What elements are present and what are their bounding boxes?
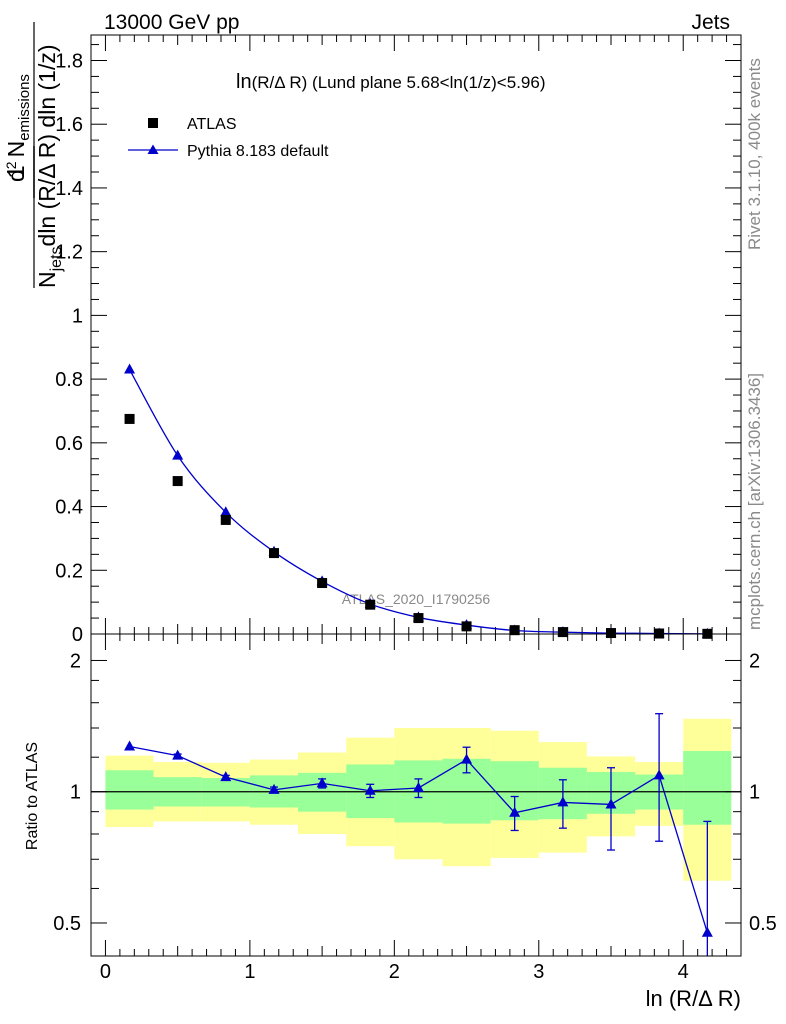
ratio-point xyxy=(268,783,280,794)
ratio-y-tick-label: 2 xyxy=(70,650,81,672)
ratio-point xyxy=(557,796,569,807)
ylabel-emissions: emissions xyxy=(16,74,33,141)
ylabel-one: 1 xyxy=(3,165,30,178)
ratio-point xyxy=(364,784,376,795)
ylabel-denominator: Njetsdln (R/Δ R) dln (1/z) xyxy=(34,45,65,289)
ratio-x-axis: 0 1 2 3 4 xyxy=(100,634,742,983)
atlas-point xyxy=(124,413,135,424)
legend-atlas-label: ATLAS xyxy=(187,116,237,133)
x-axis-label: ln (R/Δ R) xyxy=(646,986,741,1011)
pythia-point xyxy=(124,363,136,374)
legend-pythia-marker xyxy=(147,144,159,154)
ratio-y-axis: 0.5 0.5 1 1 2 2 xyxy=(53,650,777,935)
main-y-tick-label: 0.6 xyxy=(55,433,83,455)
ylabel-exp: 2 xyxy=(3,161,19,169)
main-panel: 0 0.2 0.4 0.6 0.8 1 1.2 1.4 1.6 1.8 ATLAS_2020_I1… xyxy=(3,22,742,646)
plot-title-prefix: ln xyxy=(236,71,252,93)
main-y-tick-label: 1.6 xyxy=(55,114,83,136)
main-y-tick-label: 1.8 xyxy=(55,50,83,72)
atlas-point xyxy=(220,514,231,525)
atlas-point xyxy=(509,625,520,636)
ylabel-njets-sub: jets xyxy=(48,246,65,272)
atlas-point xyxy=(365,599,376,610)
x-tick-label: 3 xyxy=(533,961,544,983)
atlas-point xyxy=(172,476,183,487)
pythia-point xyxy=(172,449,184,460)
ratio-green-band xyxy=(105,770,154,810)
legend-atlas-marker xyxy=(148,118,158,128)
ratio-y-tick-label-right: 0.5 xyxy=(749,913,777,935)
ratio-y-axis-label: Ratio to ATLAS xyxy=(24,742,41,850)
main-y-tick-label: 1.4 xyxy=(55,178,83,200)
ylabel-d: d xyxy=(3,169,29,182)
ratio-panel: 0.5 0.5 1 1 2 2 0 1 2 3 4 Ratio to ATLAS ln (R/Δ … xyxy=(24,633,777,1011)
ratio-point xyxy=(172,749,184,760)
atlas-point xyxy=(269,548,280,559)
main-y-tick-label: 0.4 xyxy=(55,497,83,519)
ratio-pythia-series xyxy=(124,713,713,956)
header-right-label: Jets xyxy=(691,11,730,34)
ratio-point xyxy=(461,753,473,764)
ratio-point xyxy=(701,926,713,937)
ratio-point xyxy=(509,806,521,817)
ylabel-denominator-rest: dln (R/Δ R) dln (1/z) xyxy=(34,45,60,247)
main-y-tick-label: 0 xyxy=(72,624,83,646)
ratio-point xyxy=(653,769,665,780)
atlas-point xyxy=(557,627,568,638)
ylabel-numerator: d2 Nemissions xyxy=(3,74,33,182)
plot-title-rest: (R/Δ R) (Lund plane 5.68<ln(1/z)<5.96) xyxy=(252,73,546,92)
ratio-plot-frame xyxy=(90,633,742,957)
ratio-green-band xyxy=(683,750,732,825)
ratio-point xyxy=(316,777,328,788)
mcplots-label: mcplots.cern.ch [arXiv:1306.3436] xyxy=(745,373,764,630)
x-tick-label: 4 xyxy=(678,961,689,983)
atlas-point xyxy=(317,578,328,589)
main-y-tick-label: 1.2 xyxy=(55,242,83,264)
atlas-point xyxy=(413,613,424,624)
ratio-y-tick-label: 1 xyxy=(70,782,81,804)
ratio-point xyxy=(124,740,136,751)
ylabel-njets-N: N xyxy=(34,271,60,288)
ratio-uncertainty-bands xyxy=(105,718,732,881)
legend: ATLAS Pythia 8.183 default xyxy=(128,116,329,160)
ratio-y-tick-label: 0.5 xyxy=(53,913,81,935)
plot-title: ln(R/Δ R) (Lund plane 5.68<ln(1/z)<5.96) xyxy=(236,71,545,93)
ratio-point xyxy=(412,781,424,792)
ylabel-N: N xyxy=(3,141,29,158)
main-y-tick-label: 1 xyxy=(72,305,83,327)
legend-pythia-label: Pythia 8.183 default xyxy=(187,143,329,160)
main-y-axis: 0 0.2 0.4 0.6 0.8 1 1.2 1.4 1.6 1.8 xyxy=(55,44,741,646)
ratio-y-tick-label-right: 2 xyxy=(749,650,760,672)
x-tick-label: 1 xyxy=(244,961,255,983)
main-y-tick-label: 0.2 xyxy=(55,560,83,582)
rivet-version-label: Rivet 3.1.10, 400k events xyxy=(745,58,764,250)
ratio-y-tick-label-right: 1 xyxy=(749,782,760,804)
header-left-label: 13000 GeV pp xyxy=(104,11,239,34)
main-y-axis-label: 1 Njetsdln (R/Δ R) dln (1/z) d2 Nemission… xyxy=(3,22,65,288)
ratio-point xyxy=(605,798,617,809)
x-tick-label: 2 xyxy=(389,961,400,983)
x-tick-label: 0 xyxy=(100,961,111,983)
main-y-tick-label: 0.8 xyxy=(55,369,83,391)
ratio-point xyxy=(220,771,232,782)
atlas-point xyxy=(461,621,472,632)
atlas-point xyxy=(606,628,616,639)
analysis-watermark: ATLAS_2020_I1790256 xyxy=(342,591,491,607)
pythia-point xyxy=(220,506,232,517)
